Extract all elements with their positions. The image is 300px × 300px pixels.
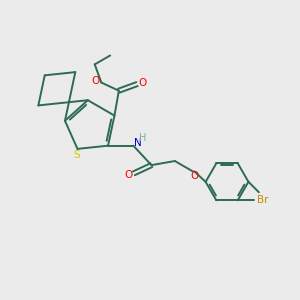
- Text: Br: Br: [257, 195, 269, 205]
- Text: O: O: [138, 78, 146, 88]
- Text: O: O: [92, 76, 100, 86]
- Text: S: S: [73, 150, 80, 161]
- Text: O: O: [190, 172, 198, 182]
- Text: H: H: [139, 133, 146, 143]
- Text: O: O: [124, 170, 133, 180]
- Text: N: N: [134, 138, 142, 148]
